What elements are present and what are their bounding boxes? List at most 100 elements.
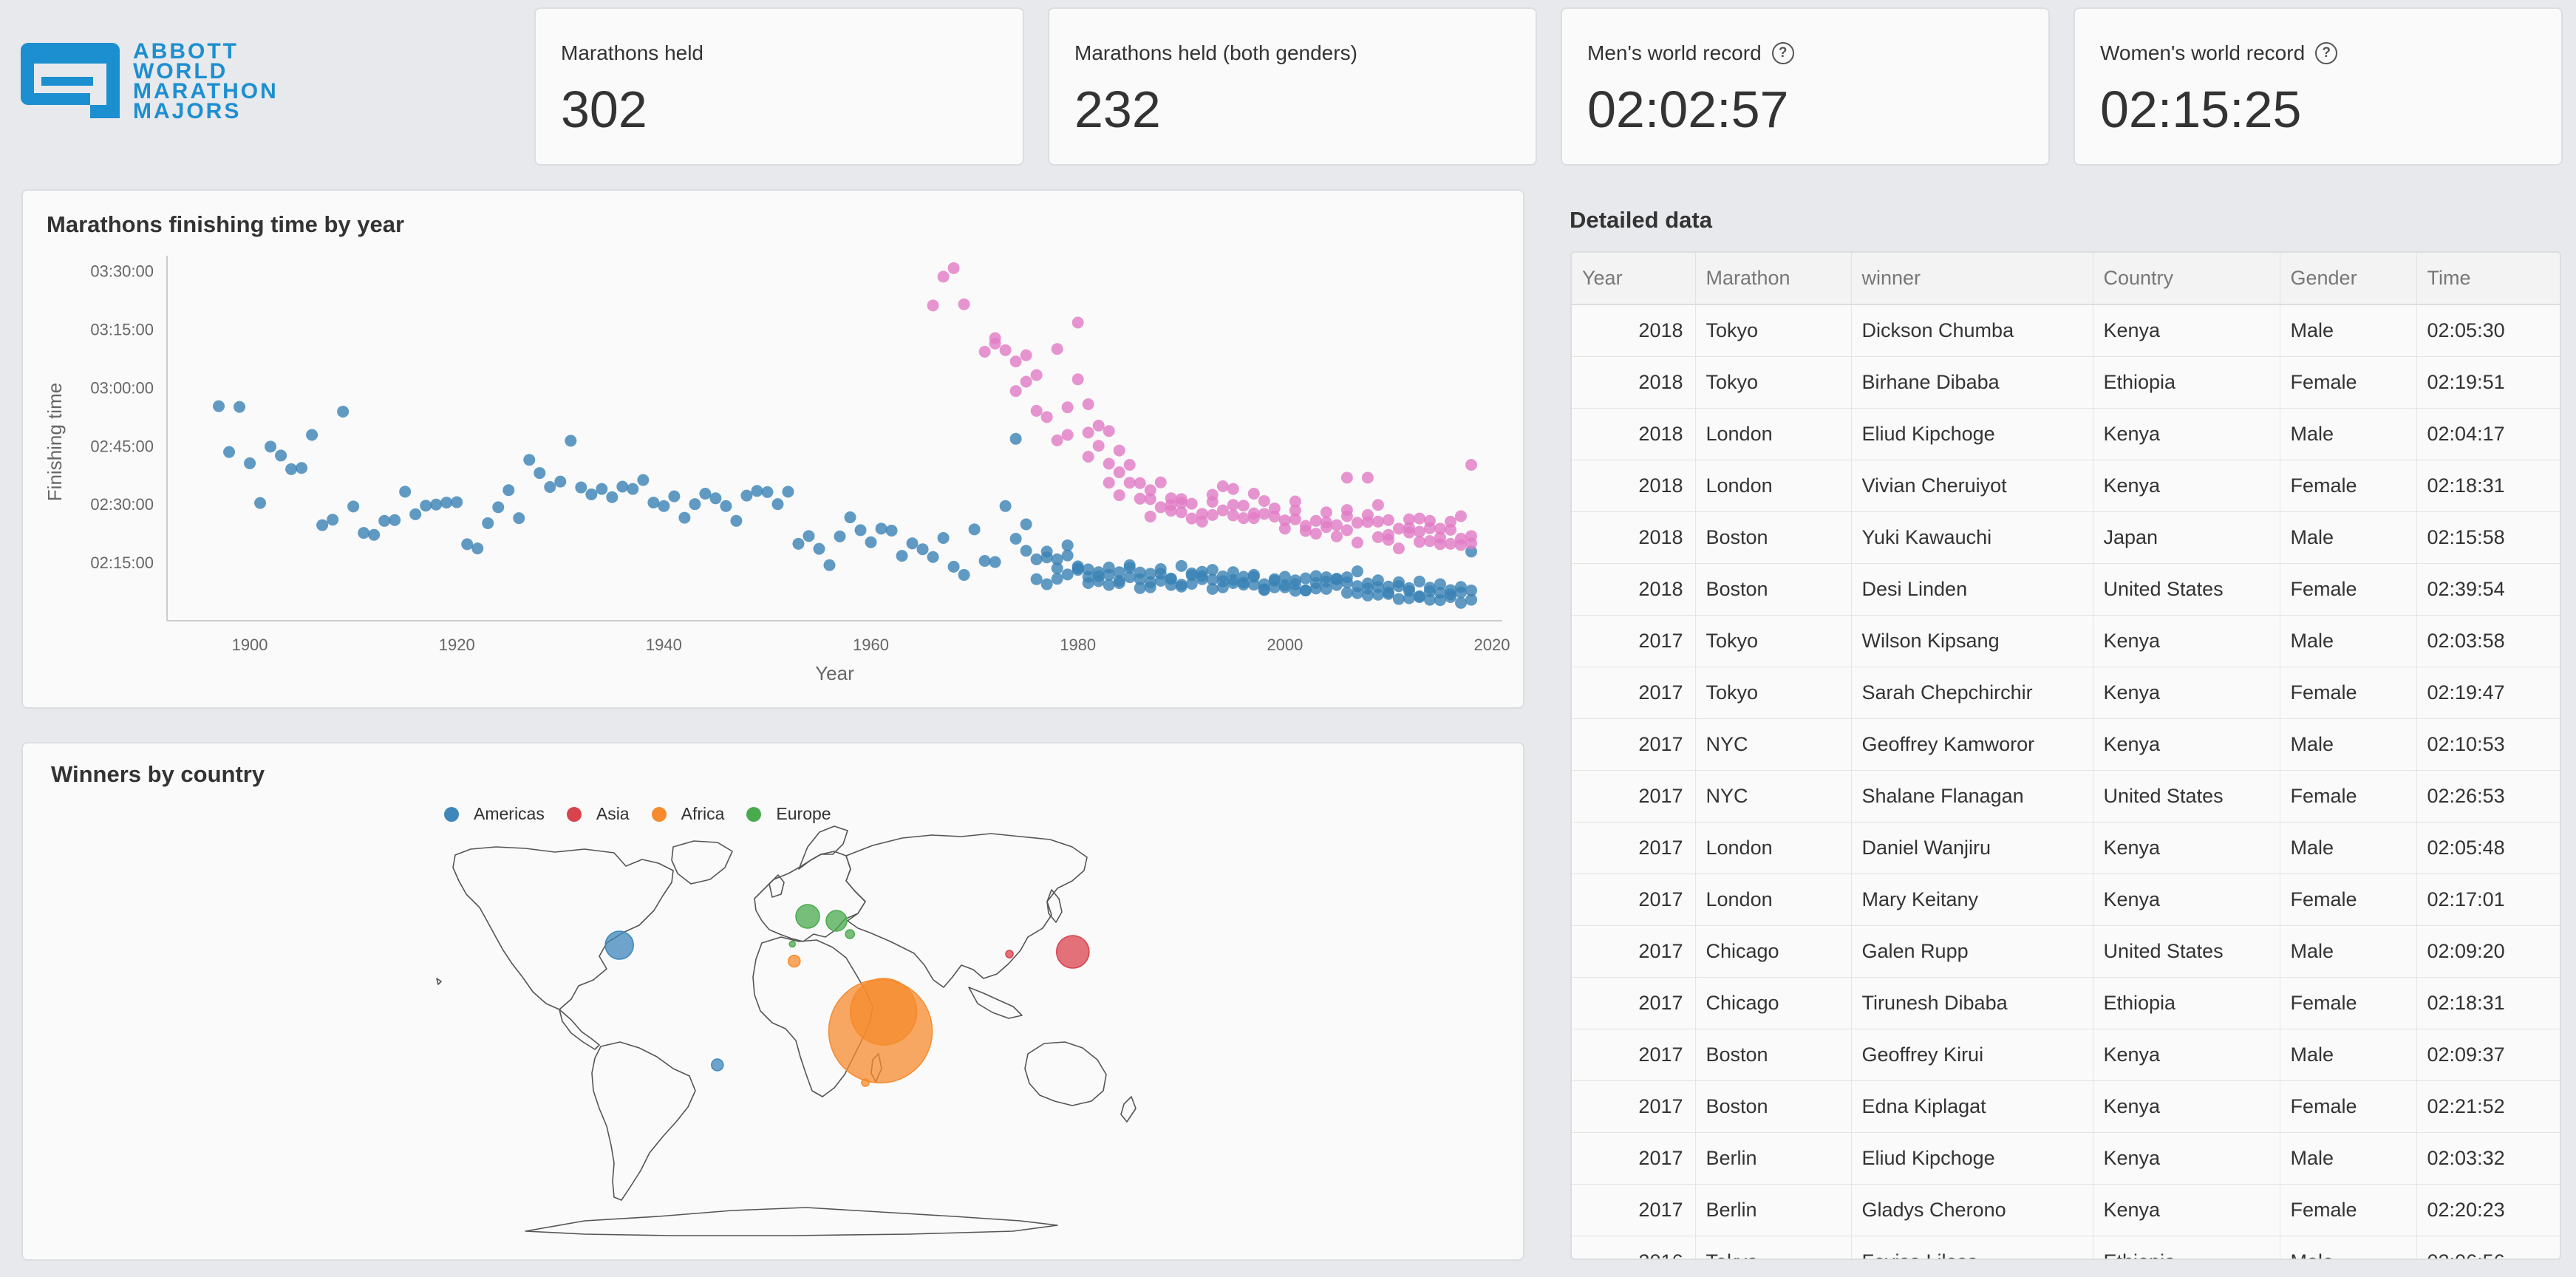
point-male[interactable]: [1465, 593, 1477, 606]
point-male[interactable]: [451, 496, 463, 508]
point-female[interactable]: [1123, 477, 1136, 489]
point-male[interactable]: [1206, 564, 1219, 576]
point-male[interactable]: [1009, 532, 1022, 545]
point-male[interactable]: [296, 462, 308, 474]
point-male[interactable]: [1340, 587, 1353, 599]
point-male[interactable]: [1113, 566, 1125, 579]
help-icon[interactable]: ?: [1771, 42, 1794, 64]
point-female[interactable]: [1227, 509, 1239, 522]
point-male[interactable]: [1175, 559, 1188, 572]
point-female[interactable]: [1113, 444, 1125, 457]
point-male[interactable]: [709, 492, 722, 505]
point-male[interactable]: [647, 497, 660, 509]
point-female[interactable]: [1299, 525, 1312, 537]
point-male[interactable]: [1020, 518, 1032, 531]
point-female[interactable]: [1309, 528, 1322, 540]
point-male[interactable]: [1392, 580, 1405, 593]
point-male[interactable]: [534, 467, 546, 480]
point-male[interactable]: [306, 429, 318, 441]
bubble-africa[interactable]: [849, 978, 918, 1046]
point-male[interactable]: [958, 568, 970, 581]
point-female[interactable]: [1465, 459, 1477, 471]
point-female[interactable]: [1351, 517, 1363, 529]
point-male[interactable]: [689, 498, 701, 511]
point-male[interactable]: [1237, 579, 1250, 591]
point-male[interactable]: [740, 489, 753, 502]
point-male[interactable]: [492, 501, 505, 514]
point-male[interactable]: [1071, 564, 1084, 576]
point-female[interactable]: [1092, 419, 1105, 432]
point-female[interactable]: [1144, 493, 1156, 505]
table-row[interactable]: 2018 Boston Yuki Kawauchi Japan Male 02:15:58: [1572, 511, 2560, 564]
bubble-americas[interactable]: [604, 930, 634, 960]
point-male[interactable]: [213, 400, 225, 412]
point-male[interactable]: [1051, 573, 1063, 585]
point-male[interactable]: [968, 523, 981, 536]
column-header-year[interactable]: Year: [1572, 253, 1696, 305]
point-female[interactable]: [1340, 504, 1353, 517]
point-male[interactable]: [1206, 582, 1219, 595]
point-male[interactable]: [947, 560, 960, 573]
point-female[interactable]: [1113, 466, 1125, 479]
point-male[interactable]: [1030, 573, 1043, 585]
point-female[interactable]: [1361, 508, 1374, 521]
point-female[interactable]: [958, 298, 970, 310]
point-female[interactable]: [1216, 480, 1229, 492]
point-male[interactable]: [834, 530, 846, 542]
point-male[interactable]: [327, 514, 339, 526]
point-male[interactable]: [1113, 574, 1125, 587]
point-female[interactable]: [1165, 499, 1177, 511]
point-female[interactable]: [1185, 512, 1198, 525]
point-male[interactable]: [751, 485, 763, 497]
table-row[interactable]: 2018 London Eliud Kipchoge Kenya Male 02:04:1…: [1572, 408, 2560, 460]
table-row[interactable]: 2018 Tokyo Dickson Chumba Kenya Male 02:05:30: [1572, 304, 2560, 357]
column-header-winner[interactable]: winner: [1851, 253, 2093, 305]
point-male[interactable]: [1278, 571, 1291, 583]
point-female[interactable]: [1206, 508, 1219, 521]
point-female[interactable]: [1289, 513, 1301, 525]
point-male[interactable]: [1454, 586, 1467, 599]
point-male[interactable]: [358, 527, 370, 539]
point-female[interactable]: [1351, 537, 1363, 549]
point-male[interactable]: [223, 446, 236, 458]
point-female[interactable]: [1227, 483, 1239, 495]
point-female[interactable]: [1247, 487, 1260, 500]
point-male[interactable]: [1351, 587, 1363, 599]
point-female[interactable]: [1413, 525, 1425, 538]
point-female[interactable]: [1403, 522, 1415, 534]
legend-item-americas[interactable]: Americas: [444, 804, 545, 824]
point-female[interactable]: [1278, 522, 1291, 535]
point-male[interactable]: [1103, 579, 1115, 591]
point-male[interactable]: [1030, 553, 1043, 565]
point-male[interactable]: [978, 554, 991, 567]
point-male[interactable]: [668, 490, 681, 503]
point-male[interactable]: [896, 550, 908, 562]
bubble-africa[interactable]: [788, 954, 801, 968]
point-male[interactable]: [1434, 578, 1446, 590]
point-female[interactable]: [1196, 515, 1208, 528]
point-female[interactable]: [1361, 471, 1374, 484]
point-female[interactable]: [1082, 398, 1094, 410]
point-female[interactable]: [1175, 497, 1188, 509]
point-male[interactable]: [316, 519, 329, 531]
point-male[interactable]: [854, 524, 867, 537]
column-header-marathon[interactable]: Marathon: [1695, 253, 1852, 305]
point-male[interactable]: [1092, 566, 1105, 579]
column-header-gender[interactable]: Gender: [2280, 253, 2417, 305]
point-male[interactable]: [1299, 584, 1312, 596]
point-male[interactable]: [554, 475, 567, 488]
point-male[interactable]: [1165, 579, 1177, 591]
point-male[interactable]: [937, 531, 950, 544]
point-female[interactable]: [1320, 506, 1332, 519]
point-female[interactable]: [1444, 515, 1456, 528]
point-male[interactable]: [678, 511, 691, 524]
point-male[interactable]: [606, 491, 619, 503]
point-male[interactable]: [482, 517, 494, 529]
point-male[interactable]: [916, 543, 929, 556]
bubble-americas[interactable]: [711, 1058, 724, 1072]
point-male[interactable]: [1403, 592, 1415, 605]
point-female[interactable]: [1009, 385, 1022, 398]
point-male[interactable]: [1330, 573, 1343, 585]
point-male[interactable]: [761, 486, 774, 498]
point-female[interactable]: [1216, 504, 1229, 517]
